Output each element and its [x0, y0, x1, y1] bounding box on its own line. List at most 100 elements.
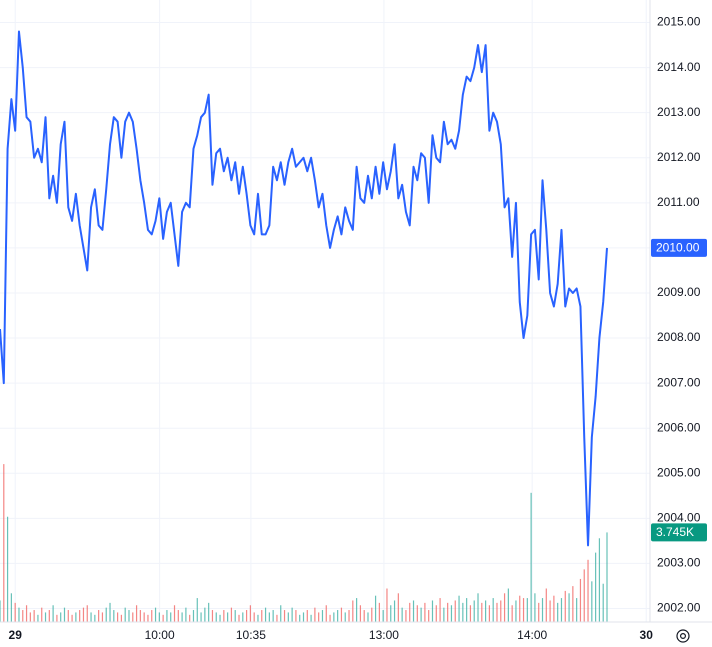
volume-bar	[560, 598, 563, 622]
x-tick-label: 10:35	[236, 628, 266, 642]
x-tick-label: 10:00	[145, 628, 175, 642]
volume-bar	[215, 612, 217, 622]
volume-bar	[109, 602, 111, 622]
volume-bar	[401, 607, 403, 622]
volume-bar	[515, 600, 517, 622]
volume-bar	[466, 598, 468, 622]
y-tick-label: 2009.00	[657, 285, 701, 299]
volume-bar	[257, 614, 259, 622]
volume-bar	[386, 588, 388, 622]
volume-bar	[63, 607, 66, 622]
volume-bar	[276, 614, 278, 622]
volume-bar	[6, 516, 9, 622]
volume-bar	[52, 605, 54, 622]
volume-bar	[132, 612, 134, 622]
volume-bar	[3, 464, 5, 622]
volume-bar	[211, 610, 214, 622]
volume-bar	[534, 593, 536, 622]
y-tick-label: 2012.00	[657, 150, 701, 164]
volume-bar	[526, 598, 528, 622]
volume-bar	[553, 595, 555, 622]
volume-bar	[314, 607, 316, 622]
volume-bar	[538, 602, 540, 622]
volume-bar	[416, 605, 418, 622]
volume-bar	[340, 607, 343, 622]
x-tick-label: 30	[640, 628, 654, 642]
volume-bar	[602, 583, 604, 622]
volume-bar	[162, 614, 164, 622]
volume-bar	[519, 595, 521, 622]
volume-bar	[356, 598, 358, 622]
y-tick-label: 2013.00	[657, 105, 701, 119]
volume-bar	[181, 612, 183, 622]
volume-bar	[333, 612, 335, 622]
volume-bar	[227, 612, 229, 622]
price-line	[0, 30, 608, 547]
volume-bar	[177, 610, 179, 622]
volume-bar	[454, 600, 456, 622]
volume-bar	[113, 610, 115, 622]
volume-bar	[412, 600, 415, 622]
volume-bar	[170, 612, 172, 622]
last-value-box	[651, 238, 707, 257]
volume-bar	[94, 614, 96, 622]
volume-bar	[295, 610, 297, 622]
volume-bar	[591, 581, 593, 622]
volume-bar	[587, 559, 589, 622]
volume-bar	[348, 610, 350, 622]
volume-bar	[154, 607, 157, 622]
y-tick-label: 2014.00	[657, 60, 701, 74]
volume-bar	[371, 607, 373, 622]
volume-bar	[158, 612, 160, 622]
volume-bar	[568, 593, 570, 622]
volume-bar	[192, 610, 195, 622]
volume-bar	[29, 612, 31, 622]
volume-bar	[56, 614, 58, 622]
volume-bar	[469, 605, 472, 622]
volume-bar	[374, 595, 377, 622]
volume-bar	[503, 593, 506, 622]
volume-bar	[208, 602, 210, 622]
volume-bar	[143, 612, 145, 622]
volume-bar	[234, 610, 236, 622]
volume-bar	[185, 607, 187, 622]
volume-bar	[166, 610, 168, 622]
volume-bar	[576, 598, 578, 622]
volume-bar	[310, 614, 312, 622]
last-value-label: 2010.00	[656, 241, 700, 255]
volume-bar	[428, 610, 430, 622]
volume-bar	[0, 600, 1, 622]
volume-bar	[249, 605, 251, 622]
volume-bar	[147, 614, 149, 622]
volume-bar	[79, 610, 81, 622]
volume-bar	[458, 595, 460, 622]
volume-bar	[253, 612, 255, 622]
volume-bar	[409, 602, 411, 622]
volume-bar	[321, 610, 324, 622]
volume-bar	[598, 538, 601, 622]
volume-bar	[71, 614, 73, 622]
volume-bar	[382, 610, 384, 622]
volume-bar	[173, 605, 176, 622]
settings-button[interactable]	[676, 629, 690, 643]
settings-icon-core	[679, 632, 687, 640]
volume-bar	[291, 607, 293, 622]
price-line-layer	[0, 30, 608, 547]
y-tick-label: 2011.00	[657, 195, 700, 209]
volume-bar	[223, 610, 225, 622]
volume-bar	[564, 590, 566, 622]
volume-bar	[541, 598, 544, 622]
volume-bar	[579, 578, 582, 622]
volume-bar	[443, 607, 445, 622]
volume-bar	[10, 593, 12, 622]
volume-bar	[378, 602, 380, 622]
volume-bar	[481, 602, 483, 622]
volume-bar	[439, 598, 441, 622]
volume-bar	[242, 612, 244, 622]
volume-bar	[204, 607, 206, 622]
volume-bar	[325, 605, 327, 622]
volume-bar	[500, 600, 502, 622]
volume-bar	[33, 610, 35, 622]
